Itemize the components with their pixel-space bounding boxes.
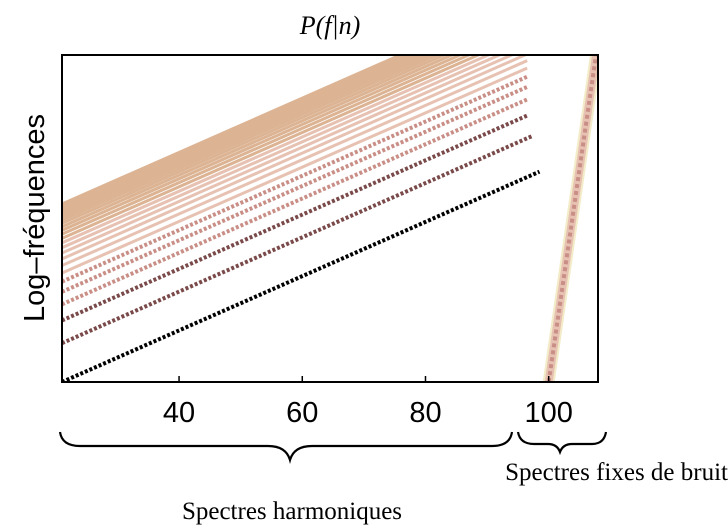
harmonic-line: [62, 55, 493, 245]
harmonic-line: [62, 55, 404, 206]
brace-harmonic: Spectres harmoniques: [58, 431, 514, 525]
y-axis-label: Log–fréquences: [19, 114, 51, 322]
x-tick-label: 80: [409, 397, 441, 429]
harmonic-line: [62, 55, 504, 250]
x-axis-ticks: 40 60 80 100: [163, 376, 573, 429]
harmonic-line: [62, 55, 528, 261]
x-tick-label: 40: [163, 397, 195, 429]
harmonic-line: [62, 133, 535, 346]
harmonic-line: [62, 55, 473, 236]
harmonic-spectra-label: Spectres harmoniques: [182, 498, 402, 525]
harmonic-line: [62, 55, 464, 232]
harmonic-line: [62, 55, 434, 219]
harmonic-line: [62, 169, 541, 382]
x-tick-label: 60: [286, 397, 318, 429]
x-tick-label: 100: [525, 397, 573, 429]
harmonic-line: [62, 55, 456, 229]
noise-spectrum-band: [546, 55, 598, 382]
harmonic-line: [62, 55, 416, 211]
plot-frame: [61, 54, 599, 383]
chart-title: P(f|n): [299, 11, 361, 40]
noise-spectra-label: Spectres fixes de bruit: [505, 459, 728, 486]
heatmap-lines: [62, 55, 598, 382]
harmonic-line: [62, 55, 516, 255]
harmonic-line: [62, 55, 428, 216]
harmonic-line: [62, 55, 410, 208]
harmonic-line: [62, 55, 448, 225]
harmonic-line: [62, 55, 421, 213]
harmonic-line: [62, 55, 482, 240]
harmonic-line: [62, 55, 441, 222]
harmonic-line: [62, 66, 528, 275]
brace-noise: Spectres fixes de bruit: [505, 431, 728, 486]
harmonic-line: [62, 59, 528, 267]
